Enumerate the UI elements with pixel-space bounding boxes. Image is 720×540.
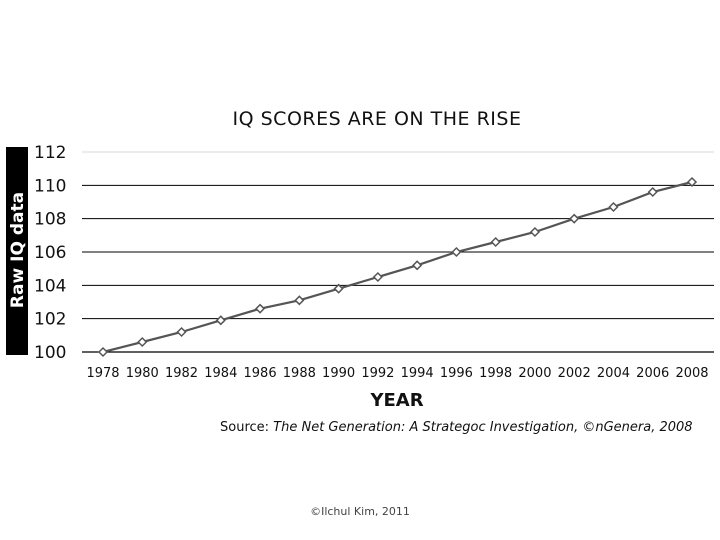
data-point-marker [647, 186, 658, 198]
x-tick-label: 2000 [518, 366, 551, 381]
data-point-marker [372, 271, 383, 283]
copyright-footer: ©Ilchul Kim, 2011 [310, 505, 410, 518]
data-point-marker [412, 260, 423, 271]
x-tick-label: 1982 [165, 366, 198, 381]
x-tick-label: 1996 [440, 366, 473, 381]
data-point-marker [529, 226, 540, 238]
x-tick-labels: 1978 1980 1982 1984 1986 1988 1990 1992 1994 1996… [86, 366, 708, 381]
x-tick-label: 2008 [675, 366, 708, 381]
data-point-marker [97, 346, 109, 358]
x-tick-label: 2004 [597, 366, 630, 381]
source-text: The Net Generation: A Strategoc Investig… [273, 420, 692, 435]
data-point-marker [137, 336, 148, 348]
data-point-marker [686, 176, 698, 188]
y-tick-labels: 100 102 104 106 108 110 112 [34, 143, 66, 363]
data-markers [97, 176, 698, 358]
series-line [102, 180, 693, 354]
data-point-marker [215, 315, 226, 326]
y-axis-label: Raw IQ data [8, 192, 28, 308]
x-tick-label: 1992 [361, 366, 394, 381]
chart-title: IQ SCORES ARE ON THE RISE [233, 108, 522, 130]
source-prefix: Source: [220, 420, 273, 435]
y-tick-label: 100 [34, 343, 66, 363]
x-tick-label: 1986 [244, 366, 277, 381]
x-tick-label: 1988 [283, 366, 316, 381]
data-point-marker [255, 303, 266, 314]
source-note: Source: The Net Generation: A Strategoc … [220, 420, 693, 435]
y-tick-label: 112 [34, 143, 66, 163]
x-tick-label: 1980 [126, 366, 159, 381]
y-tick-label: 110 [34, 176, 66, 196]
x-tick-label: 1990 [322, 366, 355, 381]
x-tick-label: 2006 [636, 366, 669, 381]
y-tick-label: 104 [34, 276, 66, 296]
data-point-marker [490, 236, 501, 248]
data-point-marker [569, 213, 580, 224]
y-tick-label: 102 [34, 310, 66, 330]
x-axis-label: YEAR [369, 390, 423, 411]
gridlines [82, 151, 714, 353]
y-tick-label: 108 [34, 210, 66, 230]
x-tick-label: 2002 [558, 366, 591, 381]
data-point-marker [451, 246, 462, 258]
x-tick-label: 1998 [479, 366, 512, 381]
data-point-marker [333, 283, 344, 294]
x-tick-label: 1994 [401, 366, 434, 381]
data-point-marker [176, 326, 187, 338]
y-axis-label-background [6, 147, 28, 355]
data-point-marker [294, 295, 305, 306]
x-tick-label: 1978 [86, 366, 119, 381]
x-tick-label: 1984 [204, 366, 237, 381]
data-point-marker [608, 201, 619, 213]
y-tick-label: 106 [34, 243, 66, 263]
